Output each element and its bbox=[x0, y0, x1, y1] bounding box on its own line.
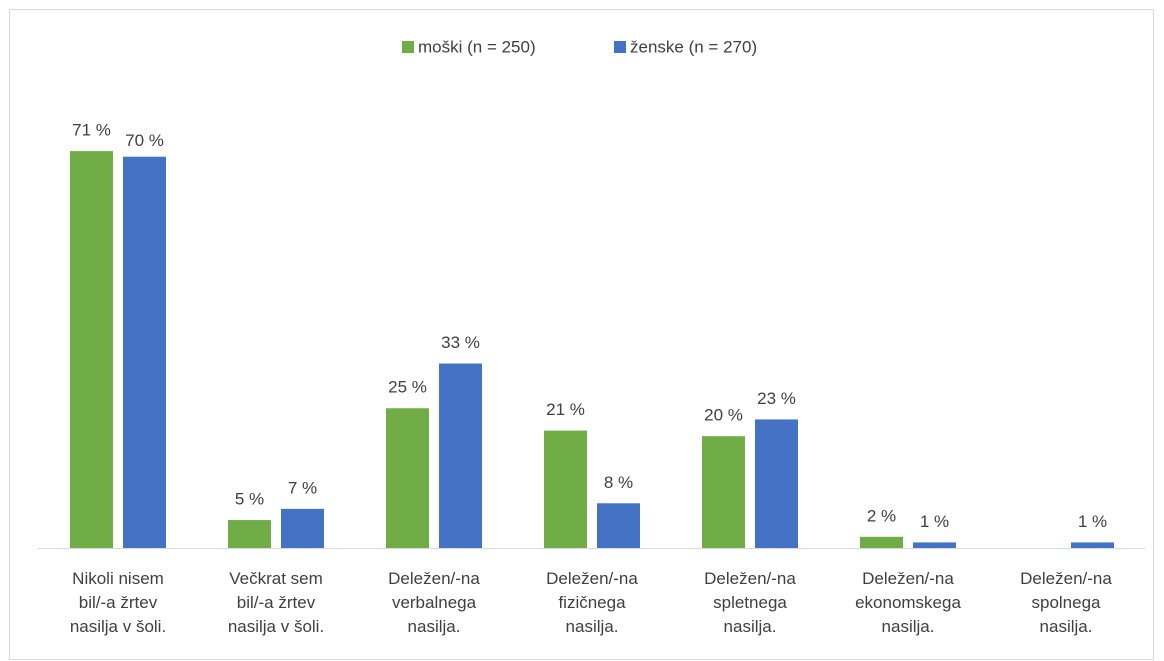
bar bbox=[386, 408, 429, 548]
data-label: 21 % bbox=[546, 400, 585, 419]
bar bbox=[281, 508, 324, 548]
data-label: 5 % bbox=[235, 490, 264, 509]
bar bbox=[860, 536, 903, 548]
data-label: 2 % bbox=[867, 506, 896, 525]
bar bbox=[702, 436, 745, 548]
data-label: 23 % bbox=[757, 389, 796, 408]
legend-swatch bbox=[614, 41, 626, 53]
bar bbox=[544, 430, 587, 548]
x-tick-label: Deležen/-na verbalnega nasilja. bbox=[388, 569, 480, 636]
bar bbox=[597, 503, 640, 548]
data-label: 8 % bbox=[604, 473, 633, 492]
data-label: 1 % bbox=[1078, 512, 1107, 531]
bar bbox=[1071, 542, 1114, 548]
x-tick-label: Nikoli nisem bil/-a žrtev nasilja v šoli… bbox=[69, 569, 167, 636]
legend-label: moški (n = 250) bbox=[418, 37, 536, 56]
x-tick-label: Deležen/-na spletnega nasilja. bbox=[704, 569, 796, 636]
data-label: 20 % bbox=[704, 406, 743, 425]
chart-border bbox=[9, 9, 1154, 660]
data-label: 1 % bbox=[920, 512, 949, 531]
data-label: 70 % bbox=[125, 131, 164, 150]
bar bbox=[439, 363, 482, 548]
bar bbox=[913, 542, 956, 548]
data-label: 33 % bbox=[441, 333, 480, 352]
bar bbox=[755, 419, 798, 548]
data-label: 7 % bbox=[288, 478, 317, 497]
bar bbox=[70, 151, 113, 549]
bar bbox=[228, 520, 271, 548]
legend-label: ženske (n = 270) bbox=[630, 37, 757, 56]
x-tick-label: Deležen/-na ekonomskega nasilja. bbox=[855, 569, 961, 636]
data-label: 25 % bbox=[388, 378, 427, 397]
data-label: 71 % bbox=[72, 121, 111, 140]
legend-swatch bbox=[402, 41, 414, 53]
x-tick-label: Deležen/-na fizičnega nasilja. bbox=[546, 569, 638, 636]
x-tick-label: Večkrat sem bil/-a žrtev nasilja v šoli. bbox=[227, 569, 325, 636]
x-tick-label: Deležen/-na spolnega nasilja. bbox=[1020, 569, 1112, 636]
bar bbox=[123, 156, 166, 548]
